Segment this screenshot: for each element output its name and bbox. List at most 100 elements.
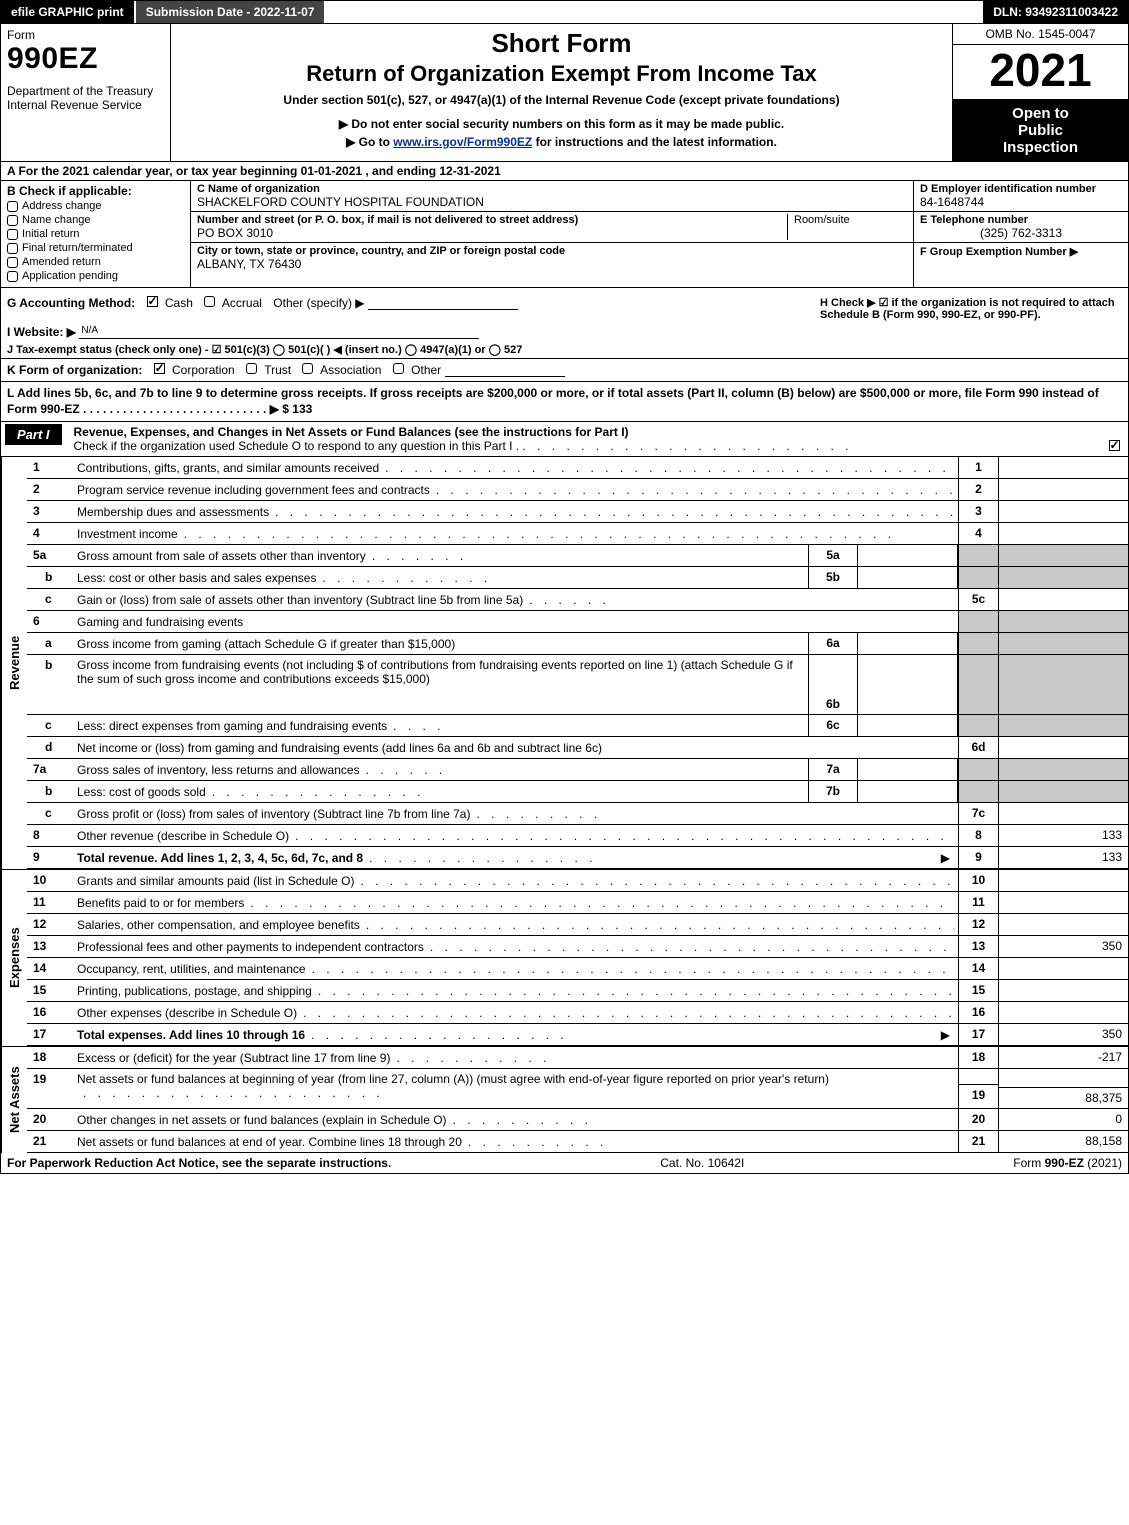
dots: . . . . . . . . . . . . . . . . . . . . … — [250, 896, 954, 910]
chk-final-return[interactable]: Final return/terminated — [7, 242, 184, 254]
chk-label: Name change — [22, 214, 91, 226]
line-amount — [998, 523, 1128, 544]
website-label: I Website: ▶ — [7, 325, 76, 339]
chk-initial-return[interactable]: Initial return — [7, 228, 184, 240]
line-num: 20 — [27, 1109, 73, 1130]
line-desc: Gross income from gaming (attach Schedul… — [77, 637, 455, 651]
line-num: 14 — [27, 958, 73, 979]
line-amount: 88,375 — [999, 1087, 1128, 1108]
line-desc: Membership dues and assessments — [77, 505, 269, 519]
checkbox-icon — [7, 215, 18, 226]
header-right: OMB No. 1545-0047 2021 Open to Public In… — [953, 24, 1128, 161]
line-desc: Other changes in net assets or fund bala… — [77, 1113, 447, 1127]
sub-code: 6b — [808, 655, 858, 714]
sub-amount — [858, 759, 958, 780]
line-num: 6 — [27, 611, 73, 632]
chk-cash[interactable] — [147, 296, 158, 307]
line-desc: Gross income from fundraising events (no… — [77, 658, 793, 686]
cash-label: Cash — [165, 296, 193, 310]
row-k: K Form of organization: Corporation Trus… — [0, 359, 1129, 382]
line-amount-col: 88,375 — [998, 1069, 1128, 1108]
line-amount: 350 — [998, 1024, 1128, 1045]
l-text: L Add lines 5b, 6c, and 7b to line 9 to … — [7, 386, 1099, 416]
line-code: 14 — [958, 958, 998, 979]
revenue-section: Revenue 1 Contributions, gifts, grants, … — [0, 457, 1129, 869]
chk-corporation[interactable] — [154, 363, 165, 374]
line-desc: Salaries, other compensation, and employ… — [77, 918, 360, 932]
part-i-checkbox[interactable] — [1104, 422, 1128, 454]
line-amount-shade — [998, 545, 1128, 566]
line-6b: b Gross income from fundraising events (… — [27, 655, 1128, 715]
chk-label: Amended return — [22, 256, 101, 268]
phone-cell: E Telephone number (325) 762-3313 — [914, 212, 1128, 243]
phone-label: E Telephone number — [920, 214, 1122, 226]
ein-value: 84-1648744 — [920, 195, 1122, 209]
line-amount: 88,158 — [998, 1131, 1128, 1152]
line-code: 18 — [958, 1047, 998, 1068]
row-gh: G Accounting Method: Cash Accrual Other … — [0, 288, 1129, 323]
part-i-badge: Part I — [5, 424, 62, 445]
subtitle-3: ▶ Go to www.irs.gov/Form990EZ for instru… — [179, 135, 944, 149]
line-desc: Gain or (loss) from sale of assets other… — [77, 593, 523, 607]
street-value: PO BOX 3010 — [197, 226, 787, 240]
line-num: b — [27, 781, 73, 802]
line-9: 9 Total revenue. Add lines 1, 2, 3, 4, 5… — [27, 847, 1128, 869]
sub3-post: for instructions and the latest informat… — [532, 135, 777, 149]
dots: . . . . . . . . . . . . . . . . . . . . … — [385, 461, 954, 475]
row-a-tax-year: A For the 2021 calendar year, or tax yea… — [0, 162, 1129, 181]
chk-amended-return[interactable]: Amended return — [7, 256, 184, 268]
dots: . . . . . . . . . . — [468, 1135, 954, 1149]
chk-other-org[interactable] — [393, 363, 404, 374]
short-form-title: Short Form — [179, 28, 944, 59]
line-7a: 7a Gross sales of inventory, less return… — [27, 759, 1128, 781]
chk-trust[interactable] — [246, 363, 257, 374]
line-6: 6 Gaming and fundraising events — [27, 611, 1128, 633]
line-13: 13 Professional fees and other payments … — [27, 936, 1128, 958]
checkbox-icon — [7, 271, 18, 282]
inspect-line-3: Inspection — [955, 139, 1126, 156]
other-specify-field[interactable] — [368, 296, 518, 310]
chk-address-change[interactable]: Address change — [7, 200, 184, 212]
dots: . . . . . . — [529, 593, 954, 607]
line-amount: 133 — [998, 847, 1128, 868]
section-bcdef: B Check if applicable: Address change Na… — [0, 181, 1129, 288]
row-l: L Add lines 5b, 6c, and 7b to line 9 to … — [0, 382, 1129, 422]
chk-association[interactable] — [302, 363, 313, 374]
line-code-shade — [958, 545, 998, 566]
dots: . . . . — [393, 719, 804, 733]
checkbox-icon — [7, 243, 18, 254]
chk-accrual[interactable] — [204, 296, 215, 307]
line-num: 21 — [27, 1131, 73, 1152]
line-code: 10 — [958, 870, 998, 891]
chk-name-change[interactable]: Name change — [7, 214, 184, 226]
sub-code: 6a — [808, 633, 858, 654]
line-amount — [998, 980, 1128, 1001]
line-desc: Other expenses (describe in Schedule O) — [77, 1006, 297, 1020]
ein-cell: D Employer identification number 84-1648… — [914, 181, 1128, 212]
line-amount: -217 — [998, 1047, 1128, 1068]
line-code: 15 — [958, 980, 998, 1001]
line-desc: Investment income — [77, 527, 178, 541]
dots: . . . . . . . . . . . . . . . . . . . . … — [430, 940, 954, 954]
line-num: 9 — [27, 847, 73, 868]
chk-application-pending[interactable]: Application pending — [7, 270, 184, 282]
line-amount — [998, 737, 1128, 758]
other-org-field[interactable] — [445, 363, 565, 377]
line-num: c — [27, 803, 73, 824]
line-desc: Other revenue (describe in Schedule O) — [77, 829, 289, 843]
footer-left: For Paperwork Reduction Act Notice, see … — [7, 1156, 391, 1170]
line-11: 11 Benefits paid to or for members. . . … — [27, 892, 1128, 914]
efile-print-button[interactable]: efile GRAPHIC print — [1, 1, 136, 23]
irs-link[interactable]: www.irs.gov/Form990EZ — [393, 135, 532, 149]
subtitle-2: ▶ Do not enter social security numbers o… — [179, 117, 944, 131]
line-code: 16 — [958, 1002, 998, 1023]
line-6c: c Less: direct expenses from gaming and … — [27, 715, 1128, 737]
line-desc: Gross profit or (loss) from sales of inv… — [77, 807, 470, 821]
line-num: 16 — [27, 1002, 73, 1023]
line-desc: Less: direct expenses from gaming and fu… — [77, 719, 387, 733]
open-to-public-badge: Open to Public Inspection — [953, 100, 1128, 161]
line-desc: Total expenses. Add lines 10 through 16 — [77, 1028, 305, 1042]
line-19: 19 Net assets or fund balances at beginn… — [27, 1069, 1128, 1109]
line-14: 14 Occupancy, rent, utilities, and maint… — [27, 958, 1128, 980]
line-code: 6d — [958, 737, 998, 758]
